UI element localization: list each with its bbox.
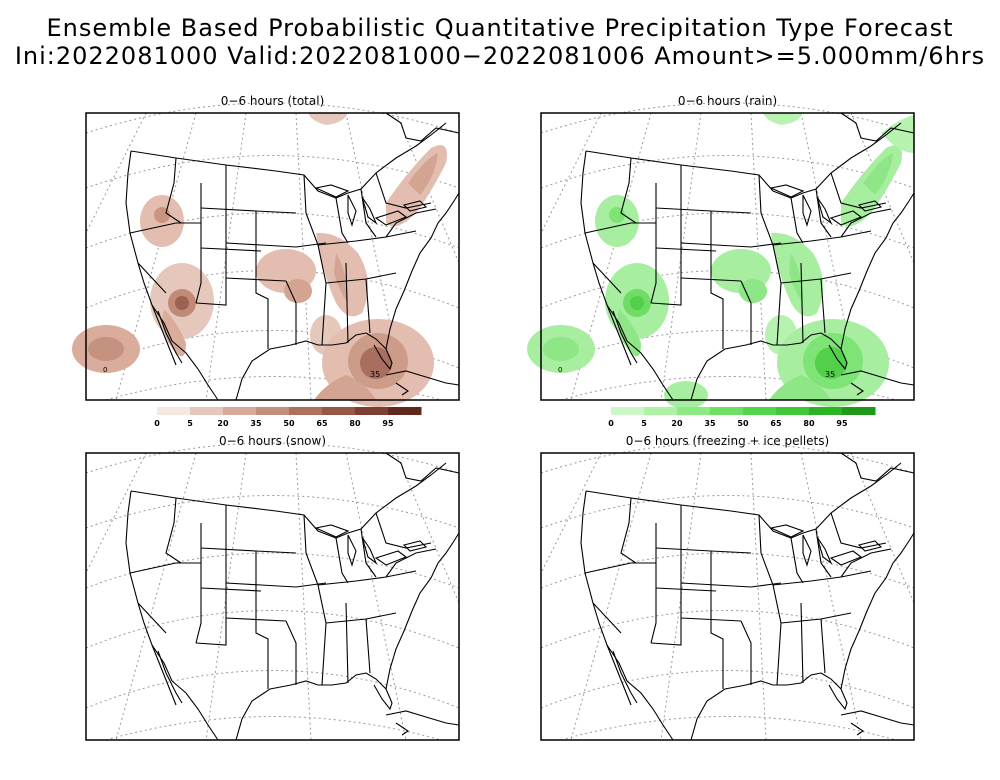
legend-swatch [677,407,711,415]
contour-label-0: 0 [558,366,562,374]
legend-swatch [644,407,678,415]
legend-swatch [355,407,389,415]
panel-title-total: 0−6 hours (total) [220,94,325,108]
panel-title-freezing: 0−6 hours (freezing + ice pellets) [625,434,830,448]
legend-label: 20 [217,419,229,428]
legend-swatch [776,407,810,415]
probability-shading-rain [527,113,914,409]
legend-label: 0 [608,419,614,428]
legend-swatch [256,407,290,415]
legend-swatch [157,407,191,415]
legend-label: 65 [316,419,328,428]
legend-label: 35 [250,419,262,428]
panel-title-snow: 0−6 hours (snow) [218,434,327,448]
map-panel-freezing [540,442,915,741]
legend-swatch [289,407,323,415]
legend-label: 95 [836,419,848,428]
legend-label: 80 [349,419,361,428]
legend-label: 5 [187,419,193,428]
legend-swatch [809,407,843,415]
contour-label-0: 0 [103,366,107,374]
map-panel-snow [85,442,460,741]
legend-swatch [611,407,645,415]
legend-swatch [322,407,356,415]
legend-label: 95 [382,419,394,428]
legend-label: 50 [737,419,749,428]
legend-swatch [223,407,257,415]
map-panel-rain: 35 0 [527,102,915,409]
panel-title-rain: 0−6 hours (rain) [677,94,778,108]
legend-label: 65 [770,419,782,428]
legend-swatch [743,407,777,415]
legend-rain: 0 5 20 35 50 65 80 95 [608,407,876,428]
contour-label-35: 35 [825,370,835,379]
legend-total: 0 5 20 35 50 65 80 95 [154,407,422,428]
legend-label: 0 [154,419,160,428]
legend-swatch [388,407,422,415]
legend-swatch [842,407,876,415]
legend-label: 80 [803,419,815,428]
chart-subtitle: Ini:2022081000 Valid:2022081000−20220810… [14,42,986,70]
legend-swatch [710,407,744,415]
legend-label: 50 [283,419,295,428]
legend-swatch [190,407,224,415]
map-panel-total: 35 0 [72,102,460,407]
legend-label: 35 [704,419,716,428]
chart-title: Ensemble Based Probabilistic Quantitativ… [46,14,954,42]
contour-label-35: 35 [370,370,380,379]
legend-label: 5 [641,419,647,428]
legend-label: 20 [671,419,683,428]
